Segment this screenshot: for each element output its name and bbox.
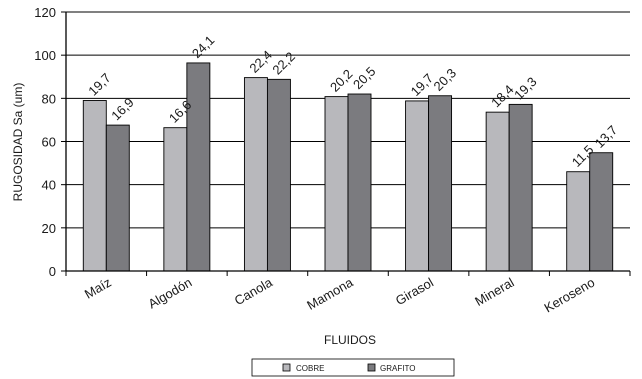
y-tick-label: 100 — [34, 48, 56, 63]
bar-cobre — [324, 96, 349, 272]
data-label: 16,9 — [108, 95, 137, 124]
data-label: 13,7 — [592, 122, 621, 151]
y-tick-label: 40 — [42, 178, 56, 193]
bar-grafito — [105, 124, 130, 272]
x-tick-label: Canola — [232, 274, 276, 308]
bar-cobre — [243, 77, 268, 272]
bar-grafito — [508, 103, 533, 272]
bar-cobre — [405, 100, 430, 272]
x-tick-labels: Maíz Algodón Canola Mamona Girasol Mineral Ker… — [82, 274, 597, 315]
y-axis-title: RUGOSIDAD Sa (um) — [11, 83, 25, 202]
x-axis-title: FLUIDOS — [324, 333, 376, 347]
y-tick-label: 60 — [42, 135, 56, 150]
x-tick-label: Maíz — [82, 275, 114, 302]
data-label: 22,2 — [269, 49, 298, 78]
x-tick-label: Algodón — [146, 275, 195, 312]
data-label: 19,7 — [85, 70, 114, 99]
y-tick-labels: 0 20 40 60 80 100 120 — [34, 5, 56, 279]
bar-grafito — [428, 95, 453, 272]
x-tick-label: Girasol — [393, 275, 436, 309]
x-tick-label: Mineral — [472, 275, 517, 309]
bar-grafito — [266, 78, 291, 272]
data-label: 24,1 — [189, 33, 218, 62]
bar-cobre — [566, 171, 591, 272]
data-label: 22,4 — [246, 47, 275, 76]
bar-grafito — [589, 152, 614, 272]
legend-box — [251, 358, 455, 377]
legend-label-cobre: COBRE — [296, 364, 324, 373]
bar-grafito — [186, 62, 211, 272]
y-tick-label: 0 — [49, 264, 56, 279]
bar-cobre — [82, 100, 107, 272]
x-tick-label: Mamona — [304, 274, 356, 313]
data-label: 20,3 — [431, 65, 460, 94]
data-label: 20,5 — [350, 64, 379, 93]
legend-label-grafito: GRAFITO — [380, 364, 415, 373]
legend: COBRE GRAFITO — [251, 358, 455, 377]
bar-cobre — [485, 111, 510, 272]
bars — [82, 62, 614, 272]
bar-grafito — [347, 93, 372, 272]
x-tick-label: Keroseno — [542, 275, 598, 316]
y-tick-label: 120 — [34, 5, 56, 20]
bar-cobre — [163, 127, 188, 272]
y-tick-label: 20 — [42, 221, 56, 236]
legend-swatch-cobre — [282, 363, 291, 372]
legend-swatch-grafito — [367, 363, 376, 372]
y-tick-label: 80 — [42, 91, 56, 106]
